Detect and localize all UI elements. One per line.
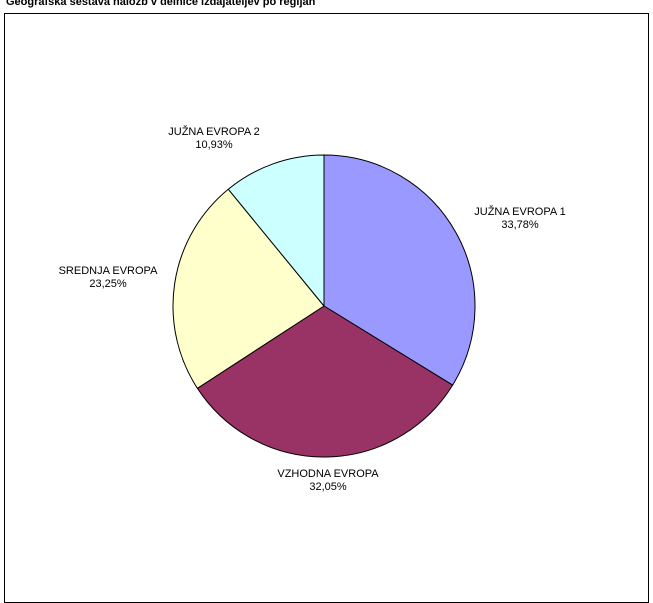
pie-slice-juzna-evropa-2 <box>227 154 325 307</box>
slice-value-vzhodna-evropa: 32,05% <box>309 481 347 493</box>
pie-slice-vzhodna-evropa <box>196 305 454 458</box>
pie-slice-juzna-evropa-1 <box>323 154 476 386</box>
slice-value-juzna-evropa-1: 33,78% <box>501 219 539 231</box>
slice-value-srednja-evropa: 23,25% <box>89 278 127 290</box>
slice-label-vzhodna-evropa: VZHODNA EVROPA <box>277 468 379 480</box>
slice-label-srednja-evropa: SREDNJA EVROPA <box>59 265 158 277</box>
pie-slices <box>172 154 476 458</box>
slice-label-juzna-evropa-1: JUŽNA EVROPA 1 <box>474 205 566 218</box>
slice-label-juzna-evropa-2: JUŽNA EVROPA 2 <box>168 125 260 138</box>
chart-title: Geografska sestava naložb v delnice izda… <box>6 0 316 8</box>
pie-labels: JUŽNA EVROPA 133,78% VZHODNA EVROPA32,05%… <box>59 125 566 493</box>
pie-slice-srednja-evropa <box>172 188 325 389</box>
slice-value-juzna-evropa-2: 10,93% <box>195 139 233 151</box>
